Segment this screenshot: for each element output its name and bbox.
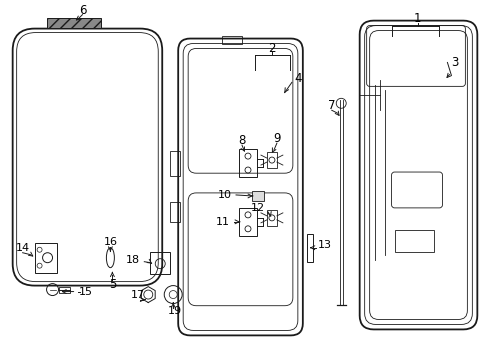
Bar: [394, 230, 435, 252]
Bar: [170, 151, 180, 176]
Text: 10: 10: [218, 190, 232, 200]
Bar: [47, 18, 101, 28]
Bar: [222, 36, 242, 44]
Text: 1: 1: [414, 12, 421, 25]
Bar: [58, 287, 71, 293]
Bar: [239, 149, 257, 177]
Text: 2: 2: [268, 42, 276, 55]
Text: 6: 6: [79, 4, 86, 17]
Bar: [239, 208, 257, 236]
Bar: [35, 243, 56, 273]
Bar: [252, 191, 264, 201]
Bar: [170, 202, 180, 222]
Text: 18: 18: [126, 255, 140, 265]
Text: 9: 9: [273, 132, 281, 145]
Text: 8: 8: [238, 134, 245, 147]
Text: 16: 16: [103, 237, 118, 247]
Text: 11: 11: [216, 217, 230, 227]
Bar: [267, 152, 277, 168]
Text: 7: 7: [328, 99, 336, 112]
Text: 15: 15: [78, 287, 93, 297]
Bar: [307, 234, 313, 262]
Text: 4: 4: [294, 72, 302, 85]
Text: 12: 12: [251, 203, 265, 213]
Text: 13: 13: [318, 240, 332, 250]
Text: 17: 17: [131, 289, 146, 300]
Bar: [267, 210, 277, 226]
Text: 3: 3: [451, 56, 458, 69]
Text: 19: 19: [168, 306, 182, 316]
Text: 5: 5: [109, 278, 116, 291]
Text: 14: 14: [16, 243, 30, 253]
Bar: [150, 252, 170, 274]
